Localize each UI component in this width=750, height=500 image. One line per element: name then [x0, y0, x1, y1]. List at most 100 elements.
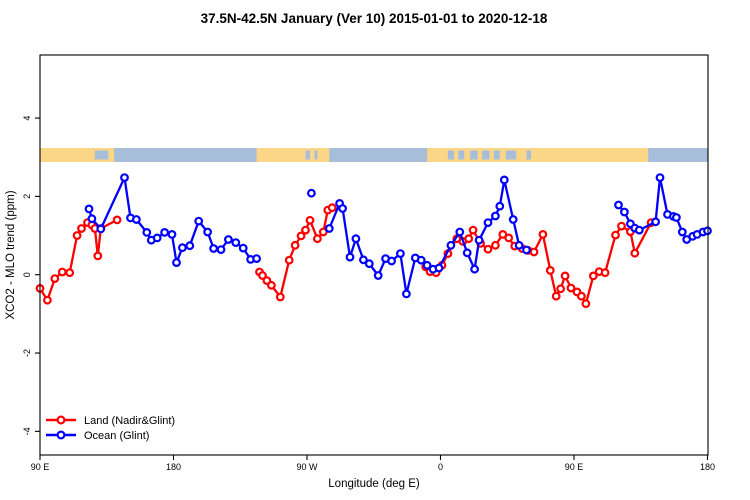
data-point	[120, 173, 129, 183]
data-point	[566, 283, 576, 293]
data-point	[491, 211, 500, 221]
data-point	[611, 230, 620, 240]
data-series	[35, 173, 712, 309]
legend-marker-land	[56, 415, 66, 425]
data-point	[93, 251, 103, 261]
data-point	[305, 215, 315, 225]
data-point	[327, 203, 337, 213]
data-point	[87, 214, 97, 224]
data-point	[252, 254, 262, 264]
data-point	[112, 215, 122, 225]
data-point	[446, 240, 456, 250]
data-point	[84, 204, 94, 214]
data-point	[588, 271, 598, 281]
x-axis-title: Longitude (deg E)	[328, 478, 420, 490]
data-point	[551, 291, 561, 301]
data-point	[96, 224, 106, 234]
map-strip-water-patch	[314, 150, 318, 160]
data-point	[422, 260, 432, 270]
map-strip-water-patch	[458, 150, 465, 160]
data-point	[209, 244, 219, 253]
data-point	[152, 233, 162, 243]
data-point	[600, 268, 610, 278]
data-point	[620, 207, 629, 217]
data-point	[351, 234, 361, 244]
data-point	[301, 225, 310, 235]
data-point	[324, 224, 334, 233]
data-point	[514, 240, 524, 250]
data-point	[508, 215, 518, 224]
data-point	[238, 243, 248, 253]
data-point	[677, 227, 687, 237]
legend-item-ocean: Ocean (Glint)	[46, 430, 149, 442]
y-tick-label: 0	[22, 272, 32, 277]
data-point	[77, 224, 86, 233]
data-point	[307, 188, 316, 198]
data-point	[231, 238, 241, 248]
data-point	[483, 244, 493, 254]
data-point	[65, 268, 75, 278]
map-strip-water-patch	[470, 150, 478, 160]
data-point	[491, 240, 500, 250]
x-tick-label: 180	[166, 462, 181, 472]
legend: Land (Nadir&Glint) Ocean (Glint)	[46, 415, 175, 442]
legend-marker-ocean	[56, 430, 66, 440]
data-point	[284, 255, 294, 265]
data-point	[72, 231, 82, 240]
data-point	[50, 274, 60, 284]
data-point	[318, 227, 328, 237]
data-point	[651, 217, 660, 227]
legend-label-ocean: Ocean (Glint)	[84, 430, 149, 442]
map-strip-water-patch	[482, 150, 490, 160]
data-point	[194, 216, 204, 226]
map-strip-land-segment	[256, 148, 330, 162]
data-point	[313, 234, 322, 244]
data-point	[131, 215, 141, 224]
data-point	[387, 256, 397, 266]
y-axis-ticks: -4 -2 0 2 4	[22, 116, 40, 435]
x-tick-label: 90 W	[296, 462, 318, 472]
x-tick-label: 90 E	[31, 462, 50, 472]
data-point	[577, 291, 586, 301]
y-axis-title: XCO2 - MLO trend (ppm)	[5, 190, 17, 319]
data-point	[614, 200, 623, 210]
legend-item-land: Land (Nadir&Glint)	[46, 415, 175, 427]
x-axis-ticks: 90 E 180 90 W 0 90 E 180	[31, 455, 715, 472]
data-point	[455, 227, 465, 237]
legend-label-land: Land (Nadir&Glint)	[84, 415, 175, 427]
data-point	[359, 255, 368, 265]
data-point	[538, 229, 548, 239]
data-point	[396, 249, 405, 259]
map-strip-water-patch	[305, 150, 310, 160]
data-point	[142, 227, 152, 237]
data-point	[223, 235, 233, 244]
y-tick-label: 2	[22, 194, 32, 199]
data-point	[185, 241, 195, 251]
series-ocean-glint-	[84, 173, 712, 299]
data-point	[581, 299, 591, 309]
data-point	[617, 221, 626, 231]
data-point	[499, 175, 509, 185]
plot-frame	[39, 54, 709, 456]
data-point	[258, 271, 267, 280]
map-strip-water-patch	[447, 150, 454, 160]
map-strip-water-patch	[526, 150, 531, 160]
data-point	[522, 245, 531, 255]
x-tick-label: 90 E	[565, 462, 584, 472]
data-point	[296, 231, 306, 241]
data-point	[402, 289, 411, 299]
data-point	[462, 248, 472, 258]
data-point	[275, 292, 285, 302]
data-point	[160, 227, 170, 237]
data-point	[560, 271, 570, 281]
data-point	[216, 245, 226, 255]
data-point	[556, 284, 565, 294]
y-tick-label: 4	[22, 116, 32, 121]
data-point	[495, 201, 505, 211]
chart-title: 37.5N-42.5N January (Ver 10) 2015-01-01 …	[201, 11, 548, 26]
data-point	[416, 255, 426, 265]
map-strip-water-patch	[493, 150, 500, 160]
data-point	[172, 258, 181, 268]
